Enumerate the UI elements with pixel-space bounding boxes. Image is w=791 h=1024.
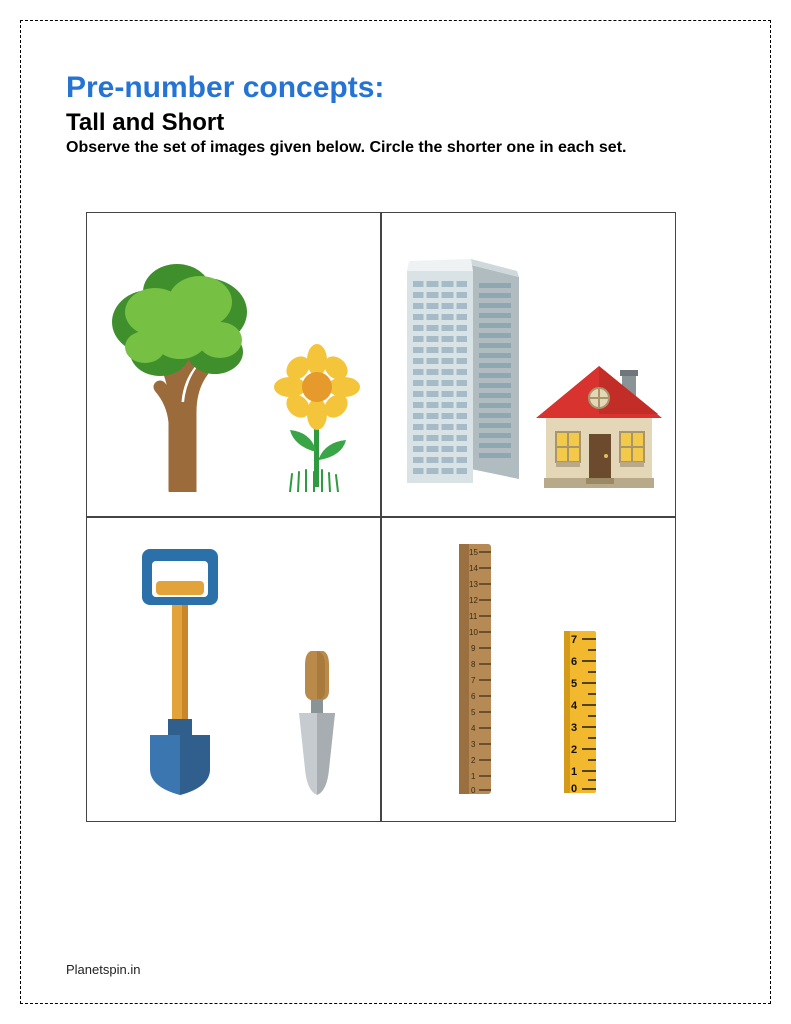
svg-text:12: 12 [469, 596, 478, 605]
svg-text:9: 9 [471, 644, 476, 653]
cell-tree-flower [86, 212, 381, 517]
tree-icon [105, 252, 255, 492]
house-icon [534, 362, 664, 492]
svg-text:2: 2 [571, 744, 577, 756]
svg-text:8: 8 [471, 660, 476, 669]
svg-text:0: 0 [571, 783, 577, 795]
plastic-ruler-icon: 7 6 5 4 3 2 1 0 [558, 627, 602, 797]
trowel-icon [287, 647, 347, 797]
svg-text:7: 7 [571, 634, 577, 646]
svg-text:5: 5 [571, 678, 577, 690]
svg-text:1: 1 [571, 766, 577, 778]
svg-text:11: 11 [469, 612, 478, 621]
flower-icon [272, 342, 362, 492]
skyscraper-icon [393, 247, 533, 492]
instruction-text: Observe the set of images given below. C… [66, 139, 725, 157]
svg-text:3: 3 [471, 740, 476, 749]
svg-text:5: 5 [471, 708, 476, 717]
cell-rulers: 151413 121110 987 654 321 0 [381, 517, 676, 822]
svg-text:14: 14 [469, 564, 478, 573]
svg-text:4: 4 [471, 724, 476, 733]
footer-credit: Planetspin.in [66, 962, 140, 977]
svg-text:0: 0 [471, 786, 476, 795]
svg-text:6: 6 [471, 692, 476, 701]
cell-shovel-trowel [86, 517, 381, 822]
page-subtitle: Tall and Short [66, 109, 725, 137]
svg-text:6: 6 [571, 656, 577, 668]
cell-building-house [381, 212, 676, 517]
page-title: Pre-number concepts: [66, 71, 725, 105]
shovel-icon [120, 537, 240, 797]
svg-text:3: 3 [571, 722, 577, 734]
svg-text:15: 15 [469, 548, 478, 557]
worksheet-grid: 151413 121110 987 654 321 0 [86, 212, 676, 822]
svg-text:13: 13 [469, 580, 478, 589]
svg-text:2: 2 [471, 756, 476, 765]
wooden-ruler-icon: 15 14 13 12 11 10 9 8 7 6 5 4 3 2 1 0 [455, 542, 495, 797]
page-border: Pre-number concepts: Tall and Short Obse… [20, 20, 771, 1004]
svg-text:7: 7 [471, 676, 476, 685]
svg-text:4: 4 [571, 700, 578, 712]
svg-text:1: 1 [471, 772, 476, 781]
svg-text:10: 10 [469, 628, 478, 637]
